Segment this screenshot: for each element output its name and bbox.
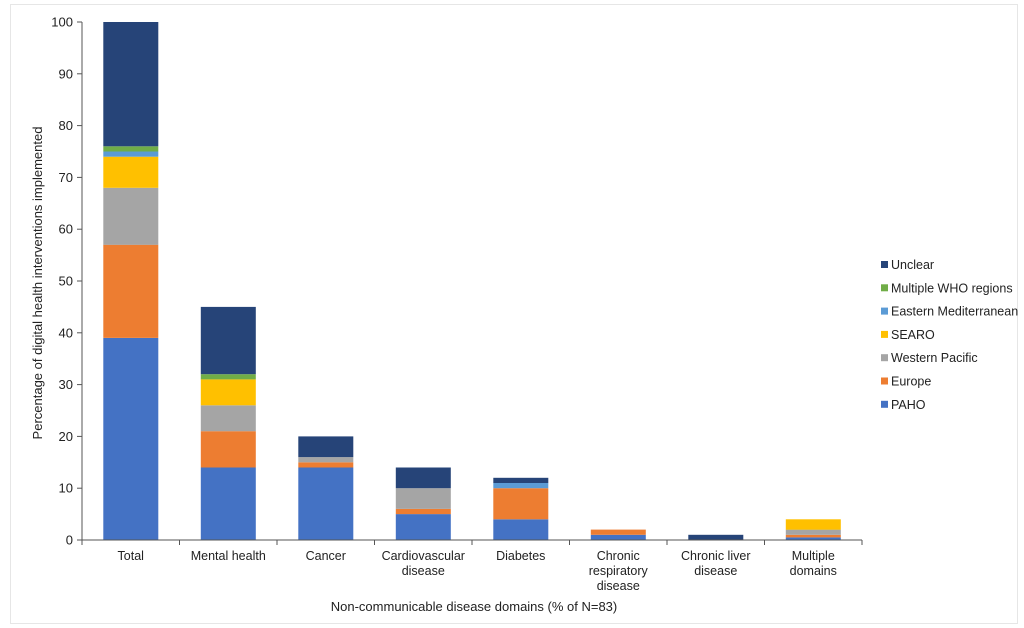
y-tick-label: 10 — [59, 481, 73, 496]
bar-segment — [395, 514, 451, 540]
bar-segment — [298, 467, 354, 540]
bar-segment — [200, 431, 256, 468]
bars-layer — [103, 22, 841, 540]
x-tick-label: Chronic liver disease — [681, 549, 750, 578]
bar-segment — [688, 534, 744, 540]
legend-label: Multiple WHO regions — [891, 281, 1013, 295]
legend-swatch — [881, 354, 888, 362]
y-tick-label: 40 — [59, 325, 73, 340]
bar-segment — [103, 338, 159, 540]
legend-swatch — [881, 330, 888, 338]
legend-swatch — [881, 400, 888, 408]
y-axis-title: Percentage of digital health interventio… — [30, 127, 45, 440]
bar-segment — [103, 187, 159, 245]
y-tick-label: 100 — [51, 15, 73, 30]
bar-segment — [298, 457, 354, 463]
labels-layer: 0 10 20 30 40 50 60 70 80 90 100 Total Mental health… — [51, 15, 837, 594]
x-tick-label: Diabetes — [496, 549, 545, 563]
bar-segment — [103, 22, 159, 147]
bar-segment — [785, 537, 841, 540]
bar-segment — [493, 519, 549, 540]
bar-segment — [103, 146, 159, 152]
bar-segment — [103, 244, 159, 338]
bar-segment — [200, 374, 256, 380]
legend-label: Unclear — [891, 258, 934, 272]
legend-swatch — [881, 284, 888, 292]
x-tick-label: Mental health — [191, 549, 266, 563]
legend-label: Europe — [891, 375, 931, 389]
x-tick-label: Chronic respiratory disease — [589, 549, 649, 593]
x-tick-label: Cancer — [306, 549, 346, 563]
legend-label: PAHO — [891, 398, 926, 412]
chart-frame — [10, 4, 1018, 624]
bar-segment — [785, 534, 841, 538]
bar-segment — [590, 529, 646, 535]
bar-segment — [200, 379, 256, 406]
legend-swatch — [881, 261, 888, 268]
y-tick-label: 20 — [59, 429, 73, 444]
y-tick-label: 70 — [59, 170, 73, 185]
legend-swatch — [881, 377, 888, 385]
bar-segment — [493, 483, 549, 489]
axes-layer — [77, 21, 863, 545]
y-tick-label: 0 — [66, 533, 73, 548]
bar-segment — [298, 436, 354, 458]
bar-segment — [200, 467, 256, 540]
bar-segment — [298, 462, 354, 468]
y-tick-label: 60 — [59, 222, 73, 237]
x-tick-label: Multiple domains — [790, 549, 837, 578]
bar-segment — [395, 508, 451, 515]
bar-segment — [103, 156, 159, 188]
legend-label: Eastern Mediterranean — [891, 305, 1018, 319]
bar-segment — [493, 477, 549, 483]
bar-segment — [200, 405, 256, 432]
bar-segment — [493, 488, 549, 520]
legend: Unclear Multiple WHO regions Eastern Medit… — [881, 258, 1018, 412]
y-tick-label: 30 — [59, 377, 73, 392]
legend-swatch — [881, 307, 888, 315]
bar-segment — [785, 529, 841, 535]
x-tick-label: Total — [118, 549, 144, 563]
legend-label: SEARO — [891, 328, 935, 342]
bar-segment — [395, 488, 451, 509]
bar-segment — [395, 467, 451, 489]
y-tick-label: 90 — [59, 66, 73, 81]
x-tick-label: Cardiovascular disease — [382, 549, 465, 578]
bar-segment — [200, 306, 256, 375]
bar-segment — [785, 519, 841, 530]
bar-segment — [590, 534, 646, 540]
x-axis-title: Non-communicable disease domains (% of N… — [331, 599, 618, 614]
y-tick-label: 80 — [59, 118, 73, 133]
bar-segment — [103, 151, 159, 157]
y-tick-label: 50 — [59, 274, 73, 289]
legend-label: Western Pacific — [891, 351, 978, 365]
